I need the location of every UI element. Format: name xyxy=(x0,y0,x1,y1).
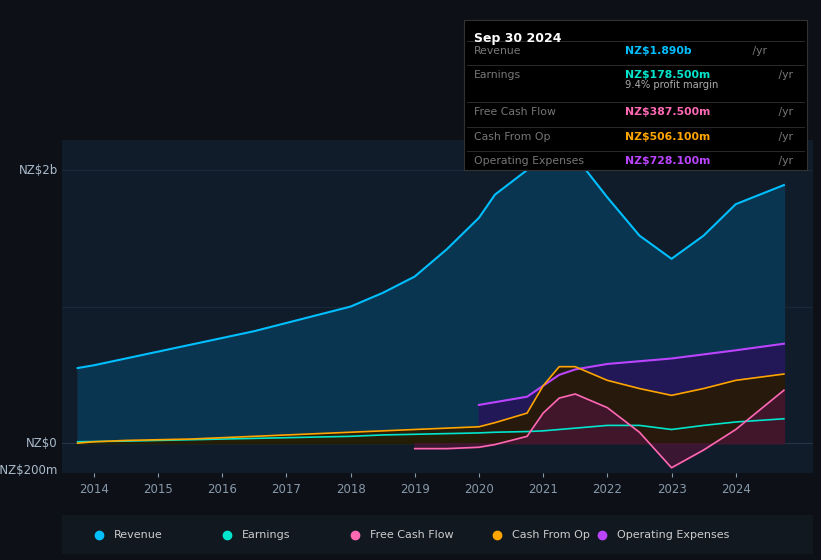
Text: /yr: /yr xyxy=(750,46,768,56)
Text: Revenue: Revenue xyxy=(114,530,163,540)
Text: NZ$506.100m: NZ$506.100m xyxy=(625,132,710,142)
Text: NZ$2b: NZ$2b xyxy=(19,164,57,176)
Text: Earnings: Earnings xyxy=(475,71,521,80)
Text: /yr: /yr xyxy=(776,71,793,80)
Text: /yr: /yr xyxy=(776,156,793,166)
Text: /yr: /yr xyxy=(776,132,793,142)
Text: Revenue: Revenue xyxy=(475,46,521,56)
Text: Free Cash Flow: Free Cash Flow xyxy=(475,108,556,117)
Text: Cash From Op: Cash From Op xyxy=(512,530,590,540)
Text: 9.4% profit margin: 9.4% profit margin xyxy=(625,80,718,90)
Text: Cash From Op: Cash From Op xyxy=(475,132,551,142)
Text: NZ$178.500m: NZ$178.500m xyxy=(625,71,710,80)
Text: Operating Expenses: Operating Expenses xyxy=(617,530,730,540)
Text: NZ$0: NZ$0 xyxy=(26,437,57,450)
Text: -NZ$200m: -NZ$200m xyxy=(0,464,57,477)
Text: NZ$1.890b: NZ$1.890b xyxy=(625,46,692,56)
Text: NZ$728.100m: NZ$728.100m xyxy=(625,156,710,166)
Text: Earnings: Earnings xyxy=(242,530,291,540)
Text: Sep 30 2024: Sep 30 2024 xyxy=(475,31,562,45)
Text: Operating Expenses: Operating Expenses xyxy=(475,156,585,166)
Text: Free Cash Flow: Free Cash Flow xyxy=(369,530,453,540)
Text: NZ$387.500m: NZ$387.500m xyxy=(625,108,710,117)
Text: /yr: /yr xyxy=(776,108,793,117)
